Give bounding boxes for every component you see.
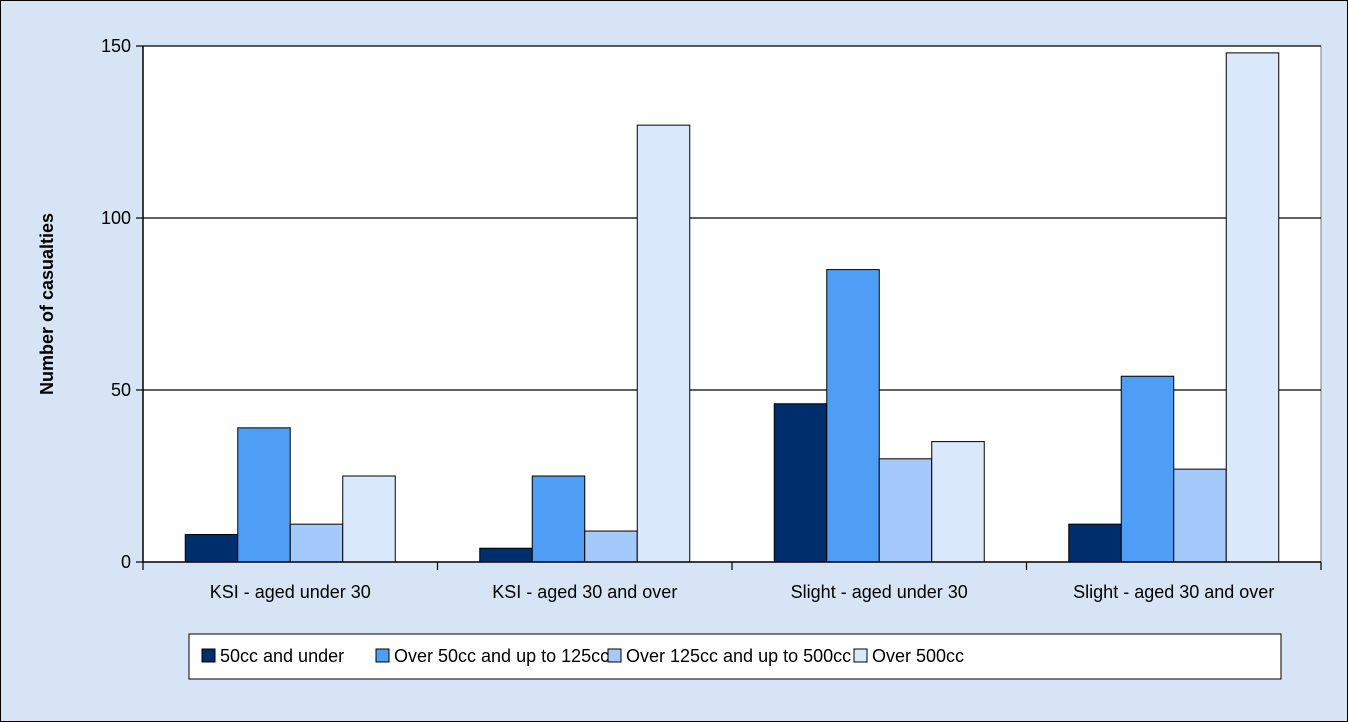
bar (773, 403, 828, 563)
legend-label: 50cc and under (220, 646, 344, 666)
bar (1225, 52, 1280, 563)
bar (826, 269, 880, 563)
bar (931, 441, 985, 563)
y-tick-label: 0 (121, 552, 131, 572)
x-category-label: Slight - aged 30 and over (1073, 582, 1274, 602)
bar (289, 523, 344, 563)
bar (342, 475, 396, 563)
legend-label: Over 500cc (872, 646, 964, 666)
y-tick-label: 150 (101, 36, 131, 56)
bar (636, 124, 691, 563)
bar (1120, 375, 1175, 563)
bar (237, 427, 291, 563)
bar (1173, 468, 1227, 563)
bar (184, 533, 239, 563)
x-category-label: KSI - aged under 30 (210, 582, 371, 602)
legend-swatch (375, 648, 390, 663)
legend-box (188, 633, 1282, 680)
legend-swatch (607, 648, 622, 663)
bar (1068, 523, 1122, 563)
legend-label: Over 50cc and up to 125cc (394, 646, 609, 666)
bar (584, 530, 638, 563)
bar (878, 458, 933, 563)
y-tick-label: 50 (111, 380, 131, 400)
bar (479, 547, 533, 563)
x-category-label: KSI - aged 30 and over (492, 582, 677, 602)
y-axis-label: Number of casualties (37, 213, 57, 395)
y-tick-label: 100 (101, 208, 131, 228)
x-category-label: Slight - aged under 30 (791, 582, 968, 602)
legend-swatch (201, 648, 216, 663)
bar (531, 475, 586, 563)
legend-swatch (853, 648, 868, 663)
legend-label: Over 125cc and up to 500cc (626, 646, 851, 666)
